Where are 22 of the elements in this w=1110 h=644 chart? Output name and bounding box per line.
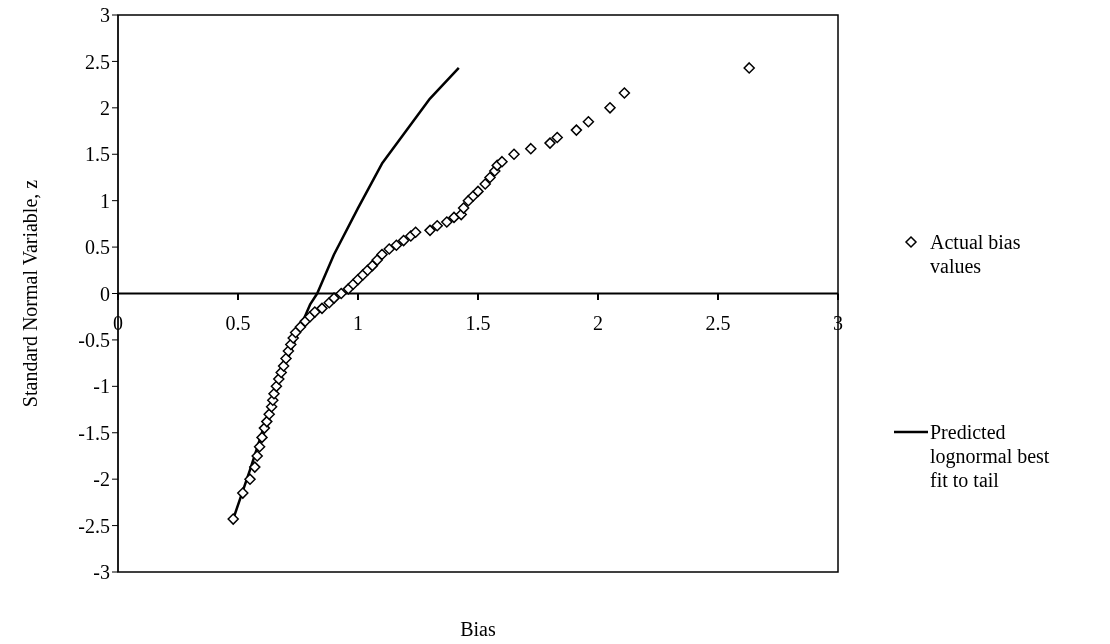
y-tick-label: 0.5 [85, 236, 110, 259]
y-tick-label: -0.5 [78, 329, 110, 352]
y-tick-label: 3 [100, 4, 110, 27]
y-tick-label: -2.5 [78, 514, 110, 537]
y-axis-title: Standard Normal Variable, z [19, 179, 42, 408]
y-tick-label: -1.5 [78, 421, 110, 444]
x-tick-label: 1 [353, 311, 363, 334]
x-tick-label: 1.5 [465, 311, 491, 334]
y-tick-label: 0 [100, 282, 110, 305]
x-tick-label: 2.5 [705, 311, 731, 334]
legend-label: Actual bias values [930, 230, 1022, 278]
y-tick-label: 1 [100, 189, 110, 212]
y-tick-label: 2 [100, 96, 110, 119]
y-tick-label: -1 [93, 375, 110, 398]
legend-label: Predicted lognormal best fit to tail [930, 420, 1051, 492]
y-tick-label: 2.5 [85, 50, 110, 73]
y-tick-label: 1.5 [85, 143, 110, 166]
x-tick-label: 0.5 [225, 311, 251, 334]
x-tick-label: 2 [593, 311, 603, 334]
y-tick-label: -3 [93, 561, 110, 584]
x-axis-title: Bias [460, 618, 496, 640]
y-tick-label: -2 [93, 468, 110, 491]
